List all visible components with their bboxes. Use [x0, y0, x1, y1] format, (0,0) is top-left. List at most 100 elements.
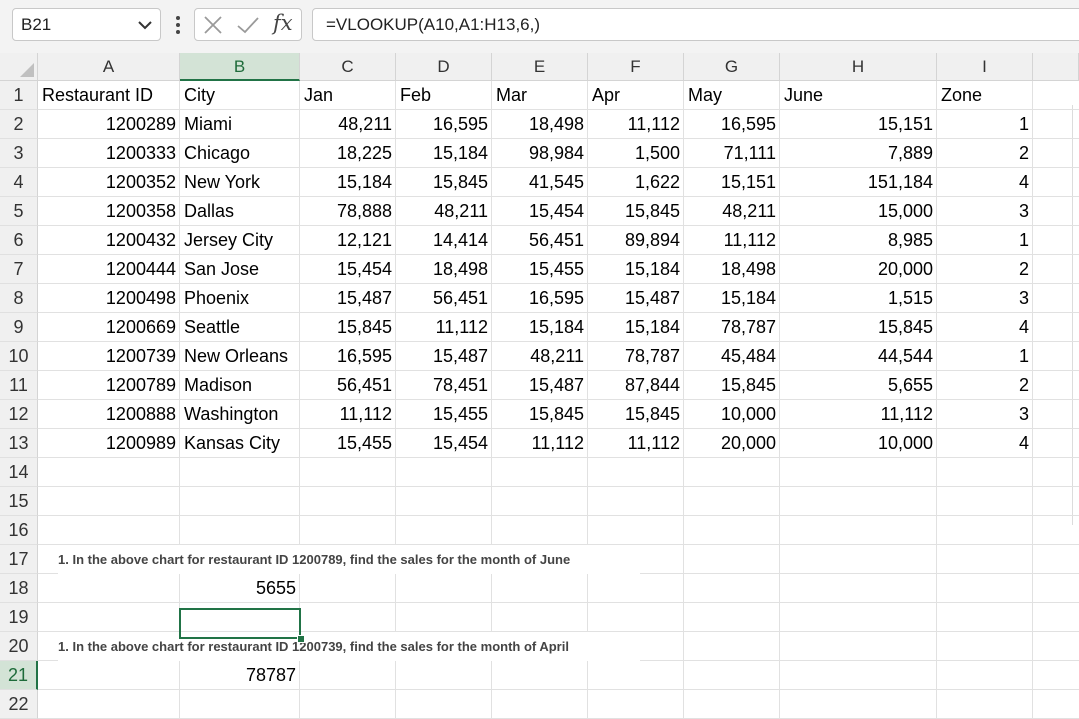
column-header-e[interactable]: E: [492, 53, 588, 81]
table-header-cell[interactable]: Feb: [400, 85, 432, 105]
table-cell[interactable]: 15,487: [336, 288, 392, 308]
answer-2-cell[interactable]: 78787: [245, 665, 296, 685]
table-cell[interactable]: 15,845: [877, 317, 933, 337]
table-cell[interactable]: 1200432: [105, 230, 176, 250]
table-cell[interactable]: 11,112: [627, 114, 680, 134]
more-vertical-icon[interactable]: [171, 12, 185, 38]
table-cell[interactable]: 15,454: [336, 259, 392, 279]
column-header-partial[interactable]: [1033, 53, 1079, 81]
table-cell[interactable]: 87,844: [624, 375, 680, 395]
table-cell[interactable]: 15,184: [528, 317, 584, 337]
table-cell[interactable]: 1200669: [105, 317, 176, 337]
table-cell[interactable]: 1: [1018, 230, 1029, 250]
table-cell[interactable]: Jersey City: [184, 230, 274, 250]
table-cell[interactable]: 15,455: [432, 404, 488, 424]
table-cell[interactable]: 1: [1018, 114, 1029, 134]
check-icon[interactable]: [235, 14, 261, 36]
row-header-20[interactable]: 20: [0, 632, 38, 661]
table-cell[interactable]: 4: [1018, 433, 1029, 453]
table-cell[interactable]: 41,545: [528, 172, 584, 192]
table-cell[interactable]: 56,451: [432, 288, 488, 308]
table-cell[interactable]: 78,787: [720, 317, 776, 337]
table-cell[interactable]: New Orleans: [184, 346, 289, 366]
table-cell[interactable]: 14,414: [432, 230, 488, 250]
table-cell[interactable]: 15,845: [336, 317, 392, 337]
table-cell[interactable]: 12,121: [336, 230, 392, 250]
row-header-13[interactable]: 13: [0, 429, 38, 458]
row-header-11[interactable]: 11: [0, 371, 38, 400]
table-cell[interactable]: 1200289: [105, 114, 176, 134]
table-cell[interactable]: 10,000: [877, 433, 933, 453]
table-cell[interactable]: 8,985: [887, 230, 933, 250]
table-cell[interactable]: Madison: [184, 375, 253, 395]
table-cell[interactable]: 1200739: [105, 346, 176, 366]
row-header-16[interactable]: 16: [0, 516, 38, 545]
table-cell[interactable]: 15,184: [624, 259, 680, 279]
formula-input[interactable]: =VLOOKUP(A10,A1:H13,6,): [312, 8, 1079, 41]
column-header-c[interactable]: C: [300, 53, 396, 81]
chevron-down-icon[interactable]: [134, 13, 156, 37]
table-cell[interactable]: 15,845: [432, 172, 488, 192]
row-header-8[interactable]: 8: [0, 284, 38, 313]
table-cell[interactable]: 11,112: [531, 433, 584, 453]
table-cell[interactable]: 56,451: [336, 375, 392, 395]
table-cell[interactable]: 71,111: [723, 143, 776, 163]
table-cell[interactable]: 48,211: [722, 201, 776, 221]
table-header-cell[interactable]: May: [688, 85, 723, 105]
table-cell[interactable]: 98,984: [528, 143, 584, 163]
table-cell[interactable]: 20,000: [877, 259, 933, 279]
row-header-1[interactable]: 1: [0, 81, 38, 110]
table-cell[interactable]: 1200498: [105, 288, 176, 308]
table-cell[interactable]: 1200789: [105, 375, 176, 395]
row-header-17[interactable]: 17: [0, 545, 38, 574]
row-header-2[interactable]: 2: [0, 110, 38, 139]
table-cell[interactable]: 89,894: [624, 230, 680, 250]
fill-handle[interactable]: [297, 635, 305, 643]
row-header-7[interactable]: 7: [0, 255, 38, 284]
table-cell[interactable]: 16,595: [720, 114, 776, 134]
table-cell[interactable]: 2: [1018, 259, 1029, 279]
table-cell[interactable]: 1,500: [634, 143, 680, 163]
table-cell[interactable]: 78,888: [336, 201, 392, 221]
answer-1-cell[interactable]: 5655: [255, 578, 296, 598]
table-cell[interactable]: 1200888: [105, 404, 176, 424]
table-cell[interactable]: 15,845: [624, 201, 680, 221]
column-header-h[interactable]: H: [780, 53, 937, 81]
row-header-4[interactable]: 4: [0, 168, 38, 197]
column-header-f[interactable]: F: [588, 53, 684, 81]
table-cell[interactable]: 3: [1018, 288, 1029, 308]
select-all-button[interactable]: [0, 53, 38, 81]
row-header-6[interactable]: 6: [0, 226, 38, 255]
table-header-cell[interactable]: Mar: [496, 85, 527, 105]
row-header-15[interactable]: 15: [0, 487, 38, 516]
table-cell[interactable]: 11,112: [880, 404, 933, 424]
column-header-d[interactable]: D: [396, 53, 492, 81]
table-cell[interactable]: 15,487: [624, 288, 680, 308]
row-header-18[interactable]: 18: [0, 574, 38, 603]
table-cell[interactable]: 44,544: [877, 346, 933, 366]
table-cell[interactable]: 15,845: [624, 404, 680, 424]
table-cell[interactable]: 15,455: [336, 433, 392, 453]
table-cell[interactable]: 15,151: [877, 114, 933, 134]
column-header-a[interactable]: A: [38, 53, 180, 81]
table-cell[interactable]: Kansas City: [184, 433, 281, 453]
table-cell[interactable]: 1200358: [105, 201, 176, 221]
table-cell[interactable]: 11,112: [339, 404, 392, 424]
table-cell[interactable]: 78,787: [624, 346, 680, 366]
table-cell[interactable]: 15,184: [336, 172, 392, 192]
table-cell[interactable]: 15,184: [432, 143, 488, 163]
table-cell[interactable]: 1200989: [105, 433, 176, 453]
table-cell[interactable]: 2: [1018, 375, 1029, 395]
column-header-b[interactable]: B: [180, 53, 300, 81]
table-cell[interactable]: 1,622: [634, 172, 680, 192]
table-cell[interactable]: 151,184: [867, 172, 933, 192]
table-cell[interactable]: Dallas: [184, 201, 235, 221]
table-cell[interactable]: 3: [1018, 404, 1029, 424]
table-cell[interactable]: 4: [1018, 172, 1029, 192]
table-cell[interactable]: Seattle: [184, 317, 241, 337]
table-cell[interactable]: 15,487: [528, 375, 584, 395]
table-cell[interactable]: 16,595: [528, 288, 584, 308]
column-header-i[interactable]: I: [937, 53, 1033, 81]
table-cell[interactable]: 20,000: [720, 433, 776, 453]
table-cell[interactable]: 15,184: [720, 288, 776, 308]
